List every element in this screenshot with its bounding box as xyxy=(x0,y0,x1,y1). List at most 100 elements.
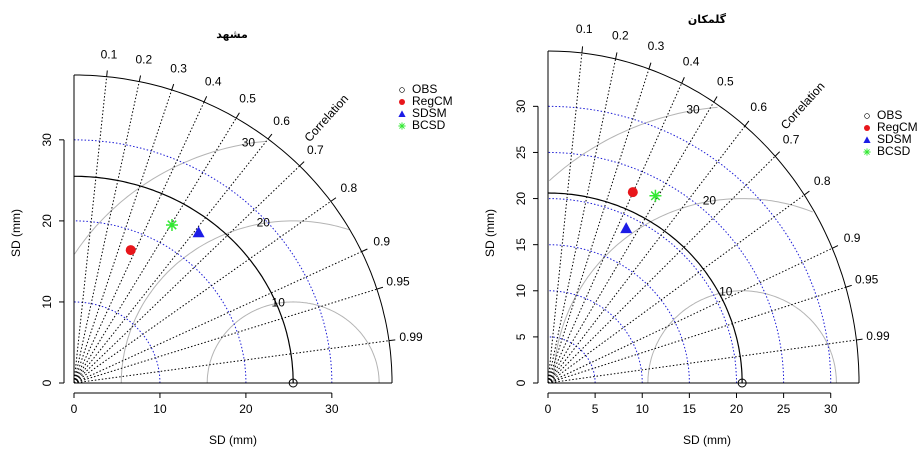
correlation-label: 0.2 xyxy=(612,28,629,42)
correlation-line xyxy=(548,59,616,383)
correlation-label: 0.2 xyxy=(135,53,152,67)
correlation-label: 0.4 xyxy=(683,54,700,68)
correlation-label: 0.5 xyxy=(717,75,734,89)
rms-label: 30 xyxy=(242,136,256,150)
correlation-tick xyxy=(377,287,383,289)
x-tick-label: 30 xyxy=(325,402,339,416)
legend-symbol xyxy=(864,125,870,131)
legend-symbol xyxy=(863,148,870,155)
correlation-label: 0.6 xyxy=(750,100,767,114)
x-tick-label: 5 xyxy=(592,402,599,416)
outer-arc xyxy=(74,75,392,383)
point-marker xyxy=(166,219,178,231)
x-tick-label: 30 xyxy=(824,402,838,416)
y-tick-label: 10 xyxy=(514,284,528,298)
correlation-tick xyxy=(172,84,174,90)
chart-title: مشهد xyxy=(216,28,248,41)
correlation-label: 0.6 xyxy=(273,114,290,128)
correlation-tick xyxy=(775,152,780,157)
correlation-line xyxy=(548,69,649,383)
sd-circle xyxy=(548,245,689,383)
y-tick-label: 15 xyxy=(514,238,528,252)
x-tick-label: 20 xyxy=(730,402,744,416)
correlation-line xyxy=(74,102,204,383)
y-tick-label: 30 xyxy=(40,133,54,147)
correlation-tick xyxy=(331,198,336,202)
correlation-title: Correlation xyxy=(301,92,351,145)
y-axis-label: SD (mm) xyxy=(483,209,497,257)
legend-symbol xyxy=(399,99,405,105)
correlation-label: 0.4 xyxy=(205,74,222,88)
point-marker xyxy=(649,190,661,202)
sd-circle xyxy=(548,291,642,383)
correlation-line xyxy=(548,340,856,383)
x-axis-label: SD (mm) xyxy=(683,433,731,447)
correlation-label: 0.99 xyxy=(399,330,423,344)
correlation-line xyxy=(548,195,804,383)
correlation-label: 0.5 xyxy=(239,92,256,106)
legend-symbol xyxy=(398,110,405,117)
correlation-tick xyxy=(616,52,617,58)
chart: مشهد 10 20 30 0.1 0.2 0.3 0.4 0.5 0.6 0.7 0.8 0.9 0.9… xyxy=(0,0,922,452)
rms-contour xyxy=(549,107,717,180)
correlation-line xyxy=(548,83,682,383)
correlation-tick xyxy=(714,96,717,102)
y-axis-label: SD (mm) xyxy=(9,209,23,257)
correlation-tick xyxy=(649,63,651,69)
correlation-tick xyxy=(745,121,749,126)
correlation-tick xyxy=(389,340,395,341)
legend-symbol xyxy=(865,114,870,119)
x-tick-label: 25 xyxy=(777,402,791,416)
correlation-label: 0.8 xyxy=(340,181,357,195)
correlation-label: 0.95 xyxy=(855,273,879,287)
x-tick-label: 20 xyxy=(239,402,253,416)
legend-label: BCSD xyxy=(877,144,911,158)
correlation-tick xyxy=(582,46,583,53)
correlation-label: 0.9 xyxy=(844,231,861,245)
correlation-label: 0.9 xyxy=(373,235,390,249)
point-marker xyxy=(620,222,632,233)
y-tick-label: 20 xyxy=(40,214,54,228)
x-axis-label: SD (mm) xyxy=(209,433,257,447)
y-tick-label: 20 xyxy=(514,192,528,206)
rms-label: 30 xyxy=(686,103,700,117)
sd-circle xyxy=(74,140,332,383)
correlation-line xyxy=(74,90,172,383)
correlation-line xyxy=(74,201,331,383)
y-tick-label: 5 xyxy=(514,333,528,340)
y-tick-label: 0 xyxy=(40,379,54,386)
reference-arc xyxy=(74,176,293,383)
correlation-tick xyxy=(107,71,108,77)
correlation-line xyxy=(74,118,236,383)
chart-title: گلمکان xyxy=(688,13,727,26)
x-tick-label: 10 xyxy=(153,402,167,416)
correlation-tick xyxy=(856,339,862,340)
x-tick-label: 10 xyxy=(636,402,650,416)
correlation-tick xyxy=(236,113,239,118)
y-tick-label: 25 xyxy=(514,145,528,159)
correlation-tick xyxy=(204,96,207,102)
rms-contour xyxy=(554,199,813,383)
correlation-tick xyxy=(682,77,685,83)
correlation-tick xyxy=(300,162,305,166)
correlation-tick xyxy=(846,285,852,287)
point-marker xyxy=(126,245,136,255)
correlation-label: 0.1 xyxy=(101,47,118,61)
sd-circle xyxy=(548,106,831,383)
correlation-tick xyxy=(139,76,140,82)
correlation-title: Correlation xyxy=(778,79,828,132)
correlation-line xyxy=(74,166,300,383)
legend-symbol xyxy=(400,88,405,93)
correlation-tick xyxy=(832,246,838,249)
correlation-line xyxy=(548,156,775,383)
correlation-line xyxy=(74,139,268,383)
correlation-label: 0.8 xyxy=(814,174,831,188)
correlation-line xyxy=(74,252,362,383)
correlation-line xyxy=(74,82,139,383)
correlation-label: 0.3 xyxy=(648,39,665,53)
correlation-tick xyxy=(268,134,272,139)
y-tick-label: 30 xyxy=(514,99,528,113)
correlation-label: 0.7 xyxy=(307,143,324,157)
correlation-tick xyxy=(362,249,368,252)
y-tick-label: 10 xyxy=(40,295,54,309)
